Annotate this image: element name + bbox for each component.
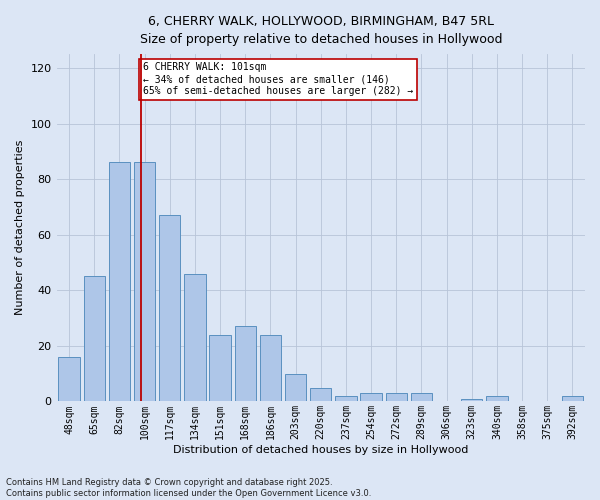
Bar — [159, 216, 181, 402]
Bar — [285, 374, 307, 402]
Bar — [235, 326, 256, 402]
Bar — [109, 162, 130, 402]
Bar — [562, 396, 583, 402]
Bar — [260, 334, 281, 402]
Bar — [134, 162, 155, 402]
Bar — [461, 398, 482, 402]
Bar — [58, 357, 80, 402]
Y-axis label: Number of detached properties: Number of detached properties — [15, 140, 25, 316]
Text: Contains HM Land Registry data © Crown copyright and database right 2025.
Contai: Contains HM Land Registry data © Crown c… — [6, 478, 371, 498]
Bar — [486, 396, 508, 402]
Text: 6 CHERRY WALK: 101sqm
← 34% of detached houses are smaller (146)
65% of semi-det: 6 CHERRY WALK: 101sqm ← 34% of detached … — [143, 62, 413, 96]
Title: 6, CHERRY WALK, HOLLYWOOD, BIRMINGHAM, B47 5RL
Size of property relative to deta: 6, CHERRY WALK, HOLLYWOOD, BIRMINGHAM, B… — [140, 15, 502, 46]
Bar — [184, 274, 206, 402]
Bar — [83, 276, 105, 402]
Bar — [386, 393, 407, 402]
Bar — [310, 388, 331, 402]
Bar — [335, 396, 356, 402]
Bar — [361, 393, 382, 402]
Bar — [209, 334, 231, 402]
X-axis label: Distribution of detached houses by size in Hollywood: Distribution of detached houses by size … — [173, 445, 469, 455]
Bar — [411, 393, 432, 402]
